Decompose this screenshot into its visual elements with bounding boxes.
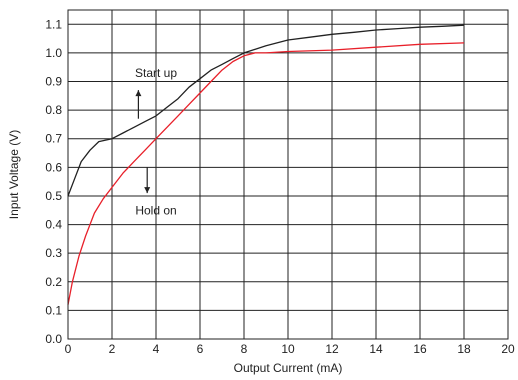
y-tick-label: 0.8 xyxy=(45,103,62,117)
y-tick-label: 1.1 xyxy=(45,17,62,31)
x-tick-label: 16 xyxy=(413,342,427,356)
y-tick-label: 0.7 xyxy=(45,132,62,146)
y-tick-label: 0.4 xyxy=(45,218,62,232)
y-tick-label: 0.1 xyxy=(45,303,62,317)
x-tick-label: 18 xyxy=(457,342,471,356)
y-tick-label: 0.6 xyxy=(45,160,62,174)
x-tick-label: 4 xyxy=(153,342,160,356)
y-axis-label: Input Voltage (V) xyxy=(7,130,21,219)
x-tick-label: 12 xyxy=(325,342,339,356)
x-tick-label: 2 xyxy=(109,342,116,356)
x-tick-label: 20 xyxy=(501,342,515,356)
grid xyxy=(67,10,509,340)
plot-border xyxy=(67,9,509,340)
y-tick-label: 1.0 xyxy=(45,46,62,60)
series-lines xyxy=(67,24,465,305)
x-tick-labels: 0 2 4 6 8 10 12 14 16 18 20 xyxy=(65,342,515,356)
annotation-label: Hold on xyxy=(135,203,176,217)
arrow-down-icon xyxy=(144,187,151,194)
y-tick-label: 0.3 xyxy=(45,246,62,260)
x-axis-label: Output Current (mA) xyxy=(234,361,343,375)
x-tick-label: 10 xyxy=(281,342,295,356)
series-line-2 xyxy=(67,42,465,305)
annotation-label: Start up xyxy=(135,66,177,80)
x-tick-label: 14 xyxy=(369,342,383,356)
y-tick-label: 0.9 xyxy=(45,75,62,89)
x-tick-label: 8 xyxy=(241,342,248,356)
y-tick-label: 0.0 xyxy=(45,332,62,346)
y-tick-labels: 0.0 0.1 0.2 0.3 0.4 0.5 0.6 0.7 0.8 0.9 1.0 1.1 xyxy=(45,17,62,346)
x-tick-label: 0 xyxy=(65,342,72,356)
x-tick-label: 6 xyxy=(197,342,204,356)
series-line-1 xyxy=(67,24,465,197)
annotations: Start up Hold on xyxy=(135,66,177,217)
y-tick-label: 0.2 xyxy=(45,275,62,289)
y-tick-label: 0.5 xyxy=(45,189,62,203)
arrow-up-icon xyxy=(135,90,142,97)
